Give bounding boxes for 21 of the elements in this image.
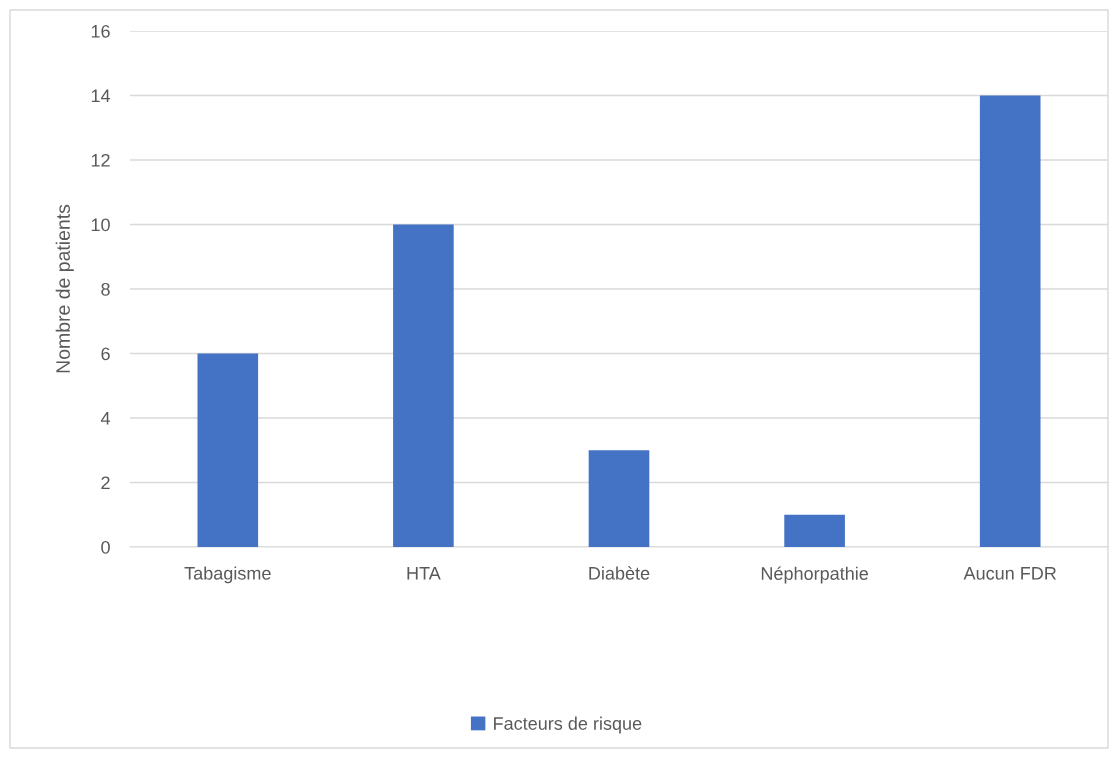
bar bbox=[979, 95, 1041, 547]
legend-label: Facteurs de risque bbox=[494, 716, 642, 734]
bar bbox=[393, 224, 454, 547]
y-tick-label: 12 bbox=[91, 153, 110, 167]
bar bbox=[588, 450, 650, 547]
y-tick-label: 10 bbox=[91, 218, 110, 232]
y-tick-label: 0 bbox=[101, 540, 110, 554]
y-tick-label: 2 bbox=[101, 476, 110, 490]
bar bbox=[197, 353, 259, 547]
y-tick-label: 16 bbox=[91, 24, 110, 38]
x-tick-label: HTA bbox=[407, 567, 441, 580]
bar bbox=[784, 514, 845, 547]
x-tick-label: Tabagisme bbox=[184, 566, 271, 584]
x-tick-label: Diabète bbox=[589, 566, 650, 580]
y-tick-label: 8 bbox=[101, 282, 110, 296]
x-tick-label: Néphorpathie bbox=[761, 566, 869, 584]
y-tick-label: 14 bbox=[91, 89, 111, 103]
y-tick-label: 6 bbox=[101, 347, 110, 361]
y-axis-title: Nombre de patients bbox=[55, 204, 74, 373]
x-tick-label: Aucun FDR bbox=[963, 567, 1057, 580]
y-tick-label: 4 bbox=[100, 412, 111, 425]
